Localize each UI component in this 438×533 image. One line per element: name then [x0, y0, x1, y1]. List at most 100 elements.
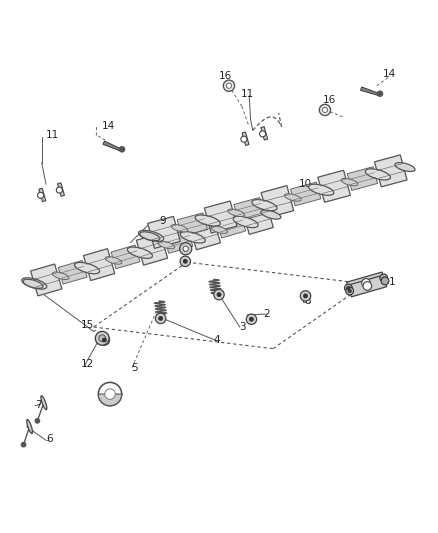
Polygon shape — [217, 214, 246, 238]
Text: 1: 1 — [389, 277, 395, 287]
Polygon shape — [57, 183, 64, 196]
Text: 14: 14 — [102, 121, 115, 131]
Circle shape — [159, 317, 162, 320]
Circle shape — [246, 314, 257, 325]
Text: 14: 14 — [383, 69, 396, 79]
Ellipse shape — [211, 226, 228, 233]
Circle shape — [21, 442, 26, 447]
Ellipse shape — [171, 224, 188, 232]
Circle shape — [319, 104, 331, 116]
Ellipse shape — [27, 419, 32, 433]
Ellipse shape — [74, 262, 99, 274]
Polygon shape — [31, 264, 62, 296]
Circle shape — [99, 382, 122, 406]
Text: 8: 8 — [304, 296, 311, 306]
Circle shape — [184, 247, 187, 251]
Circle shape — [348, 289, 351, 293]
Polygon shape — [234, 198, 264, 221]
Ellipse shape — [180, 232, 205, 243]
Text: 5: 5 — [131, 363, 138, 373]
Polygon shape — [242, 132, 249, 146]
Ellipse shape — [261, 210, 281, 219]
Circle shape — [346, 287, 353, 295]
Polygon shape — [148, 216, 180, 248]
Polygon shape — [177, 213, 208, 237]
Circle shape — [241, 136, 247, 142]
Circle shape — [217, 293, 221, 296]
Text: 7: 7 — [35, 400, 42, 410]
Ellipse shape — [52, 272, 69, 279]
Ellipse shape — [284, 193, 301, 201]
Polygon shape — [348, 275, 387, 297]
Text: 10: 10 — [299, 179, 312, 189]
Ellipse shape — [140, 232, 160, 241]
Ellipse shape — [233, 216, 258, 228]
Polygon shape — [242, 203, 273, 235]
Polygon shape — [189, 218, 220, 250]
Ellipse shape — [158, 241, 175, 249]
Polygon shape — [360, 87, 380, 96]
Ellipse shape — [365, 169, 390, 180]
Ellipse shape — [105, 256, 122, 264]
Circle shape — [155, 313, 166, 324]
Ellipse shape — [341, 179, 358, 186]
Polygon shape — [347, 167, 378, 190]
Ellipse shape — [138, 230, 164, 241]
Text: 11: 11 — [240, 88, 254, 99]
Circle shape — [223, 80, 235, 91]
Polygon shape — [374, 155, 407, 187]
Text: 6: 6 — [46, 434, 53, 445]
Polygon shape — [261, 127, 268, 140]
Ellipse shape — [127, 247, 152, 259]
Ellipse shape — [252, 199, 277, 211]
Ellipse shape — [195, 215, 220, 226]
Polygon shape — [318, 170, 350, 202]
Polygon shape — [84, 248, 115, 280]
Circle shape — [102, 338, 106, 342]
Text: 3: 3 — [240, 322, 246, 332]
Circle shape — [183, 246, 188, 252]
Polygon shape — [261, 185, 293, 217]
Circle shape — [250, 318, 253, 321]
Text: 9: 9 — [159, 216, 166, 226]
Circle shape — [214, 289, 224, 300]
Circle shape — [322, 107, 328, 112]
Ellipse shape — [41, 396, 47, 410]
Text: 4: 4 — [214, 335, 220, 345]
Circle shape — [363, 281, 372, 290]
Wedge shape — [99, 394, 122, 406]
Polygon shape — [290, 182, 321, 206]
Ellipse shape — [228, 209, 244, 216]
Polygon shape — [164, 230, 193, 253]
Polygon shape — [205, 201, 237, 233]
Circle shape — [346, 286, 350, 290]
Polygon shape — [103, 141, 122, 151]
Circle shape — [260, 131, 265, 137]
Text: 11: 11 — [46, 130, 59, 140]
Circle shape — [381, 277, 389, 285]
Circle shape — [57, 187, 62, 193]
Circle shape — [184, 260, 187, 263]
Polygon shape — [136, 233, 168, 265]
Circle shape — [380, 274, 388, 282]
Circle shape — [304, 294, 307, 297]
Text: 16: 16 — [323, 95, 336, 105]
Ellipse shape — [23, 279, 43, 288]
Circle shape — [362, 279, 371, 287]
Text: 15: 15 — [81, 320, 94, 330]
Circle shape — [378, 91, 382, 96]
Circle shape — [300, 290, 311, 301]
Ellipse shape — [395, 163, 415, 172]
Circle shape — [344, 284, 352, 292]
Circle shape — [180, 256, 191, 266]
Circle shape — [38, 192, 44, 198]
Text: 12: 12 — [81, 359, 94, 369]
Circle shape — [99, 335, 110, 345]
Polygon shape — [58, 261, 87, 284]
Circle shape — [120, 147, 125, 152]
Circle shape — [105, 389, 115, 399]
Text: 13: 13 — [102, 393, 115, 403]
Circle shape — [95, 332, 109, 345]
Polygon shape — [39, 188, 46, 201]
Text: 16: 16 — [219, 71, 232, 81]
